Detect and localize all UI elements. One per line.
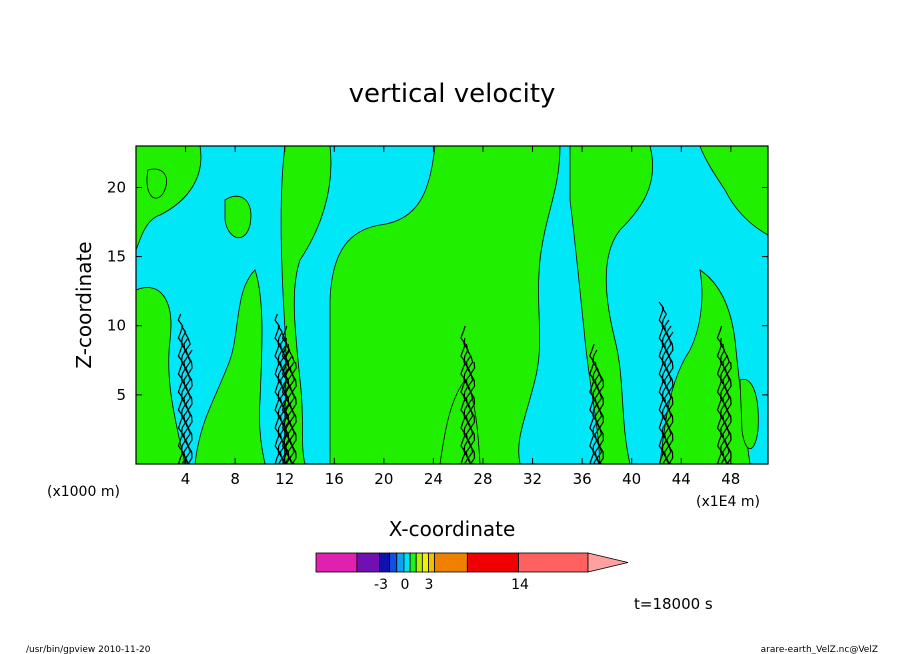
plot-frame [135, 145, 769, 465]
updraft-contour [594, 361, 601, 464]
updraft-contour [658, 301, 665, 464]
x-axis-label: X-coordinate [389, 517, 516, 541]
colorbar-extend-arrow [587, 552, 629, 573]
updraft-contour [596, 367, 603, 464]
y-tick-label: 15 [107, 248, 126, 266]
footer-left: /usr/bin/gpview 2010-11-20 [26, 645, 151, 654]
updraft-contour [592, 349, 598, 464]
updraft-contour [187, 349, 193, 464]
colorbar-tick-label: 0 [401, 577, 410, 593]
colorbar-bin [389, 552, 398, 573]
x-tick-label: 36 [573, 470, 592, 488]
colorbar-tick-label: 14 [511, 577, 529, 593]
x-tick-label: 48 [721, 470, 740, 488]
colorbar-bin [403, 552, 411, 573]
y-axis-label: Z-coordinate [72, 241, 96, 368]
colorbar-bin [466, 552, 519, 573]
updraft-contour [274, 313, 281, 464]
colorbar: -3 0 3 14 [315, 552, 629, 593]
colorbar-bin [315, 552, 358, 573]
colorbar-tick-label: 3 [425, 577, 434, 593]
colorbar-bin [356, 552, 380, 573]
x-tick-label: 20 [374, 470, 393, 488]
footer-right: arare-earth_VelZ.nc@VelZ [761, 645, 878, 654]
x-tick-label: 28 [473, 470, 492, 488]
x-tick-label: 44 [672, 470, 691, 488]
colorbar-tick-label: -3 [374, 577, 388, 593]
x-tick-label: 32 [523, 470, 542, 488]
colorbar-bin [434, 552, 468, 573]
colorbar-bin [518, 552, 589, 573]
updraft-contour [177, 313, 184, 464]
colorbar-bin [396, 552, 405, 573]
updraft-contour [716, 325, 723, 464]
updraft-contour [668, 331, 674, 464]
positive-region [280, 146, 332, 464]
updraft-contour [281, 325, 288, 464]
updraft-contour [291, 361, 297, 464]
plot-area [135, 145, 769, 465]
updraft-contour [661, 307, 668, 464]
x-unit-left: (x1000 m) [47, 484, 120, 500]
x-tick-label: 16 [325, 470, 344, 488]
updraft-contour [469, 361, 476, 464]
updraft-cores [177, 301, 732, 464]
velocity-field [136, 146, 768, 464]
x-tick-label: 12 [275, 470, 294, 488]
updraft-contour [598, 373, 605, 464]
positive-region [136, 287, 186, 464]
y-axis: 5 10 15 20 [107, 178, 768, 404]
updraft-contour [465, 343, 472, 464]
y-tick-label: 5 [116, 386, 126, 404]
positive-region [329, 146, 561, 464]
updraft-contour [460, 325, 467, 464]
x-tick-label: 8 [230, 470, 240, 488]
y-tick-label: 10 [107, 317, 126, 335]
positive-region [739, 378, 759, 450]
colorbar-bin [378, 552, 391, 573]
x-tick-label: 40 [622, 470, 641, 488]
updraft-contour [726, 361, 732, 464]
x-tick-label: 24 [424, 470, 443, 488]
positive-region [224, 195, 252, 238]
colorbar-bin [421, 552, 429, 573]
colorbar-bin [415, 552, 423, 573]
chart-title: vertical velocity [349, 79, 556, 109]
updraft-contour [589, 343, 595, 464]
x-tick-label: 4 [181, 470, 191, 488]
y-tick-label: 20 [107, 178, 126, 196]
x-unit-right: (x1E4 m) [696, 494, 760, 510]
time-label: t=18000 s [634, 595, 713, 613]
positive-region [569, 146, 654, 464]
positive-region [146, 168, 167, 199]
updraft-contour [283, 349, 290, 464]
positive-region [194, 269, 266, 464]
x-axis: 4 8 12 16 20 24 28 32 36 40 44 48 [181, 146, 740, 488]
colorbar-bin [409, 552, 417, 573]
colorbar-bin [428, 552, 436, 573]
positive-region [699, 146, 768, 236]
